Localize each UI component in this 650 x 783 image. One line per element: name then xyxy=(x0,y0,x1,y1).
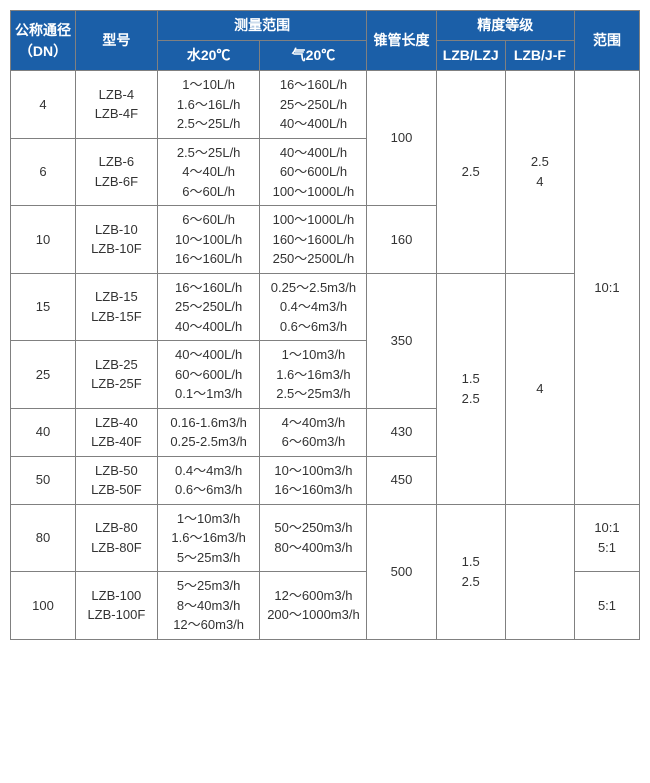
cell-range: 5:1 xyxy=(574,572,639,640)
cell-model: LZB-10 LZB-10F xyxy=(75,206,157,274)
cell-dn: 50 xyxy=(11,456,76,504)
cell-water: 5～25m3/h 8～40m3/h 12～60m3/h xyxy=(157,572,260,640)
th-acc2: LZB/J-F xyxy=(505,41,574,71)
spec-table: 公称通径（DN） 型号 测量范围 锥管长度 精度等级 范围 水20℃ 气20℃ … xyxy=(10,10,640,640)
cell-model: LZB-4 LZB-4F xyxy=(75,71,157,139)
cell-air: 100～1000L/h 160～1600L/h 250～2500L/h xyxy=(260,206,367,274)
cell-air: 16～160L/h 25～250L/h 40～400L/h xyxy=(260,71,367,139)
th-acc1: LZB/LZJ xyxy=(436,41,505,71)
cell-cone: 500 xyxy=(367,504,436,639)
cell-model: LZB-80 LZB-80F xyxy=(75,504,157,572)
cell-range: 10:1 5:1 xyxy=(574,504,639,572)
table-row: 15 LZB-15 LZB-15F 16～160L/h 25～250L/h 40… xyxy=(11,273,640,341)
cell-air: 1～10m3/h 1.6～16m3/h 2.5～25m3/h xyxy=(260,341,367,409)
cell-model: LZB-100 LZB-100F xyxy=(75,572,157,640)
cell-acc2: 2.5 4 xyxy=(505,71,574,274)
th-range: 范围 xyxy=(574,11,639,71)
cell-water: 2.5～25L/h 4～40L/h 6～60L/h xyxy=(157,138,260,206)
cell-acc1: 1.5 2.5 xyxy=(436,504,505,639)
cell-cone: 100 xyxy=(367,71,436,206)
th-cone: 锥管长度 xyxy=(367,11,436,71)
cell-water: 0.16-1.6m3/h 0.25-2.5m3/h xyxy=(157,408,260,456)
cell-dn: 15 xyxy=(11,273,76,341)
th-water: 水20℃ xyxy=(157,41,260,71)
cell-air: 50～250m3/h 80～400m3/h xyxy=(260,504,367,572)
cell-model: LZB-40 LZB-40F xyxy=(75,408,157,456)
cell-dn: 100 xyxy=(11,572,76,640)
cell-air: 4～40m3/h 6～60m3/h xyxy=(260,408,367,456)
cell-air: 12～600m3/h 200～1000m3/h xyxy=(260,572,367,640)
cell-water: 1～10m3/h 1.6～16m3/h 5～25m3/h xyxy=(157,504,260,572)
cell-air: 10～100m3/h 16～160m3/h xyxy=(260,456,367,504)
th-measure: 测量范围 xyxy=(157,11,367,41)
cell-range: 10:1 xyxy=(574,71,639,505)
table-row: 4 LZB-4 LZB-4F 1～10L/h 1.6～16L/h 2.5～25L… xyxy=(11,71,640,139)
cell-acc1: 2.5 xyxy=(436,71,505,274)
th-accuracy: 精度等级 xyxy=(436,11,574,41)
th-model: 型号 xyxy=(75,11,157,71)
cell-water: 16～160L/h 25～250L/h 40～400L/h xyxy=(157,273,260,341)
cell-acc2: 4 xyxy=(505,273,574,504)
cell-dn: 6 xyxy=(11,138,76,206)
cell-cone: 450 xyxy=(367,456,436,504)
cell-dn: 4 xyxy=(11,71,76,139)
cell-cone: 430 xyxy=(367,408,436,456)
cell-air: 0.25～2.5m3/h 0.4～4m3/h 0.6～6m3/h xyxy=(260,273,367,341)
cell-acc1: 1.5 2.5 xyxy=(436,273,505,504)
cell-dn: 25 xyxy=(11,341,76,409)
cell-water: 6～60L/h 10～100L/h 16～160L/h xyxy=(157,206,260,274)
cell-air: 40～400L/h 60～600L/h 100～1000L/h xyxy=(260,138,367,206)
cell-cone: 350 xyxy=(367,273,436,408)
cell-cone: 160 xyxy=(367,206,436,274)
cell-acc2 xyxy=(505,504,574,639)
cell-model: LZB-6 LZB-6F xyxy=(75,138,157,206)
header-row-1: 公称通径（DN） 型号 测量范围 锥管长度 精度等级 范围 xyxy=(11,11,640,41)
th-air: 气20℃ xyxy=(260,41,367,71)
cell-model: LZB-15 LZB-15F xyxy=(75,273,157,341)
cell-model: LZB-25 LZB-25F xyxy=(75,341,157,409)
cell-water: 1～10L/h 1.6～16L/h 2.5～25L/h xyxy=(157,71,260,139)
cell-model: LZB-50 LZB-50F xyxy=(75,456,157,504)
cell-dn: 80 xyxy=(11,504,76,572)
cell-dn: 40 xyxy=(11,408,76,456)
cell-water: 40～400L/h 60～600L/h 0.1～1m3/h xyxy=(157,341,260,409)
th-dn: 公称通径（DN） xyxy=(11,11,76,71)
cell-water: 0.4～4m3/h 0.6～6m3/h xyxy=(157,456,260,504)
table-row: 80 LZB-80 LZB-80F 1～10m3/h 1.6～16m3/h 5～… xyxy=(11,504,640,572)
cell-dn: 10 xyxy=(11,206,76,274)
